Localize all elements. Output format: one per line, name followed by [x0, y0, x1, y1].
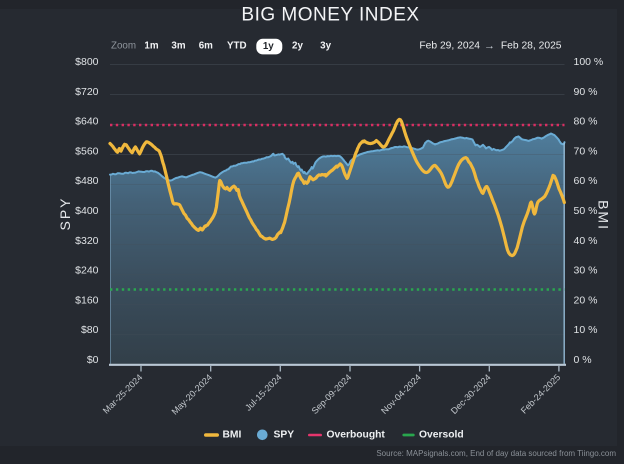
svg-text:BIG MONEY INDEX: BIG MONEY INDEX [241, 5, 419, 26]
svg-text:10 %: 10 % [574, 324, 598, 336]
svg-text:$240: $240 [75, 265, 99, 277]
svg-text:50 %: 50 % [574, 205, 598, 217]
svg-text:$480: $480 [75, 175, 99, 187]
svg-text:SPY: SPY [57, 196, 73, 230]
svg-text:BMI: BMI [596, 200, 612, 231]
svg-text:$320: $320 [75, 235, 99, 247]
svg-text:$560: $560 [75, 145, 99, 157]
svg-text:Zoom: Zoom [111, 41, 136, 52]
svg-text:60 %: 60 % [574, 175, 598, 187]
svg-text:$160: $160 [75, 294, 99, 306]
svg-text:90 %: 90 % [574, 86, 598, 98]
svg-text:Oversold: Oversold [419, 430, 464, 441]
svg-text:1y: 1y [263, 41, 274, 52]
svg-text:2y: 2y [292, 41, 303, 52]
svg-text:70 %: 70 % [574, 145, 598, 157]
svg-text:$80: $80 [81, 324, 99, 336]
svg-text:YTD: YTD [227, 41, 247, 52]
svg-text:$640: $640 [75, 116, 99, 128]
svg-text:40 %: 40 % [574, 235, 598, 247]
svg-text:20 %: 20 % [574, 294, 598, 306]
svg-text:100 %: 100 % [574, 56, 604, 68]
svg-text:6m: 6m [199, 41, 213, 52]
svg-text:30 %: 30 % [574, 265, 598, 277]
svg-text:$400: $400 [75, 205, 99, 217]
svg-text:Source: MAPsignals.com, End of: Source: MAPsignals.com, End of day data … [376, 449, 616, 458]
svg-text:0 %: 0 % [574, 354, 592, 366]
svg-text:SPY: SPY [274, 430, 295, 441]
svg-text:3y: 3y [320, 41, 331, 52]
svg-text:Overbought: Overbought [327, 430, 386, 441]
svg-text:3m: 3m [171, 41, 185, 52]
svg-text:→: → [484, 40, 495, 52]
svg-text:80 %: 80 % [574, 116, 598, 128]
svg-text:Feb 28, 2025: Feb 28, 2025 [501, 41, 562, 52]
svg-text:$0: $0 [87, 354, 99, 366]
svg-text:Feb 29, 2024: Feb 29, 2024 [419, 41, 480, 52]
svg-text:$720: $720 [75, 86, 99, 98]
svg-text:$800: $800 [75, 56, 99, 68]
svg-text:BMI: BMI [223, 430, 242, 441]
svg-text:1m: 1m [144, 41, 158, 52]
